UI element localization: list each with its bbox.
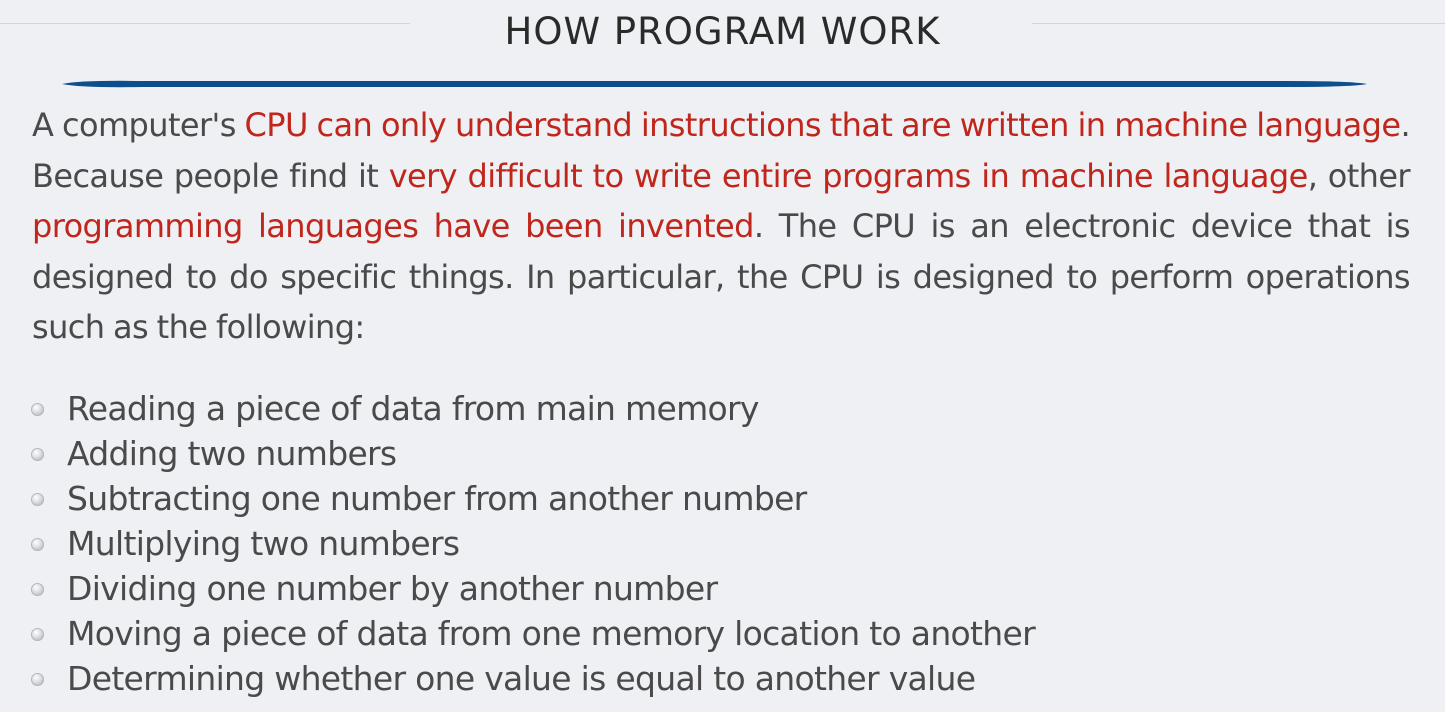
paragraph-highlight: CPU can only understand instructions tha… (244, 106, 1401, 144)
title-rule-right (1032, 23, 1445, 24)
list-item: Moving a piece of data from one memory l… (30, 611, 1036, 656)
circle-bullet-icon (31, 448, 44, 461)
body-paragraph: A computer's CPU can only understand ins… (32, 100, 1411, 353)
list-item: Determining whether one value is equal t… (30, 656, 1035, 701)
list-item-text: Determining whether one value is equal t… (67, 659, 976, 698)
list-item: Reading a piece of data from main memory (30, 386, 1035, 431)
title-rule-left (0, 23, 410, 24)
list-item: Dividing one number by another number (30, 566, 1035, 611)
list-item-text: Dividing one number by another number (67, 569, 718, 608)
paragraph-run: A computer's (32, 106, 245, 144)
circle-bullet-icon (31, 403, 44, 416)
operations-list: Reading a piece of data from main memory… (30, 386, 1036, 701)
paragraph-highlight: programming languages have been invented (32, 207, 754, 245)
list-item: Adding two numbers (30, 431, 1035, 476)
circle-bullet-icon (31, 673, 44, 686)
title-accent-bar (62, 80, 1367, 88)
circle-bullet-icon (31, 538, 44, 551)
paragraph-run: , other (1307, 156, 1411, 195)
slide-title: HOW PROGRAM WORK (504, 10, 941, 53)
list-item-text: Reading a piece of data from main memory (67, 389, 759, 428)
paragraph-highlight: very difficult to write entire programs … (388, 156, 1309, 195)
circle-bullet-icon (31, 493, 44, 506)
list-item-text: Adding two numbers (67, 434, 397, 473)
circle-bullet-icon (31, 583, 44, 596)
paragraph-run: . Because people find it (32, 106, 1411, 195)
list-item: Multiplying two numbers (30, 521, 1035, 566)
list-item-text: Subtracting one number from another numb… (67, 479, 807, 518)
list-item-text: Moving a piece of data from one memory l… (67, 614, 1036, 653)
list-item-text: Multiplying two numbers (67, 524, 460, 563)
list-item: Subtracting one number from another numb… (30, 476, 1035, 521)
paragraph-run: . The CPU is an electronic device that i… (32, 207, 1411, 346)
circle-bullet-icon (31, 628, 44, 641)
